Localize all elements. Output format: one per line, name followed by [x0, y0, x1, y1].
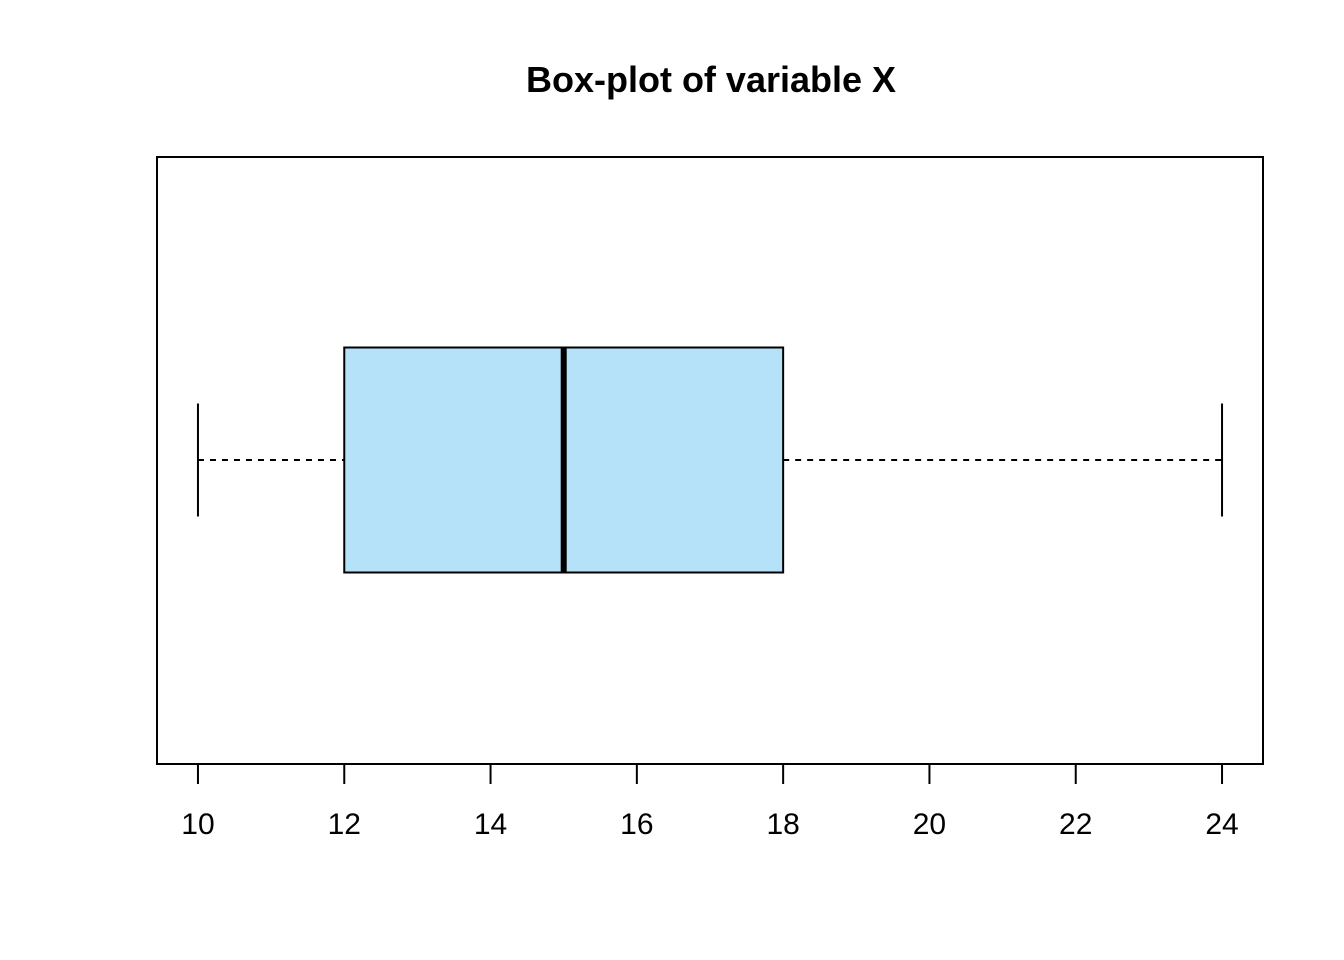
- x-tick-label: 12: [328, 808, 361, 841]
- x-tick-label: 22: [1059, 808, 1092, 841]
- x-tick-label: 14: [474, 808, 507, 841]
- x-tick-label: 20: [913, 808, 946, 841]
- x-tick-label: 24: [1205, 808, 1238, 841]
- x-tick-label: 10: [181, 808, 214, 841]
- x-axis: 10 12 14 16 18 20 22 24: [181, 763, 1239, 841]
- x-tick-label: 16: [620, 808, 653, 841]
- x-tick-label: 18: [766, 808, 799, 841]
- box-layer: [196, 346, 1224, 574]
- chart-title: Box-plot of variable X: [526, 59, 896, 100]
- box-0: [196, 346, 1224, 574]
